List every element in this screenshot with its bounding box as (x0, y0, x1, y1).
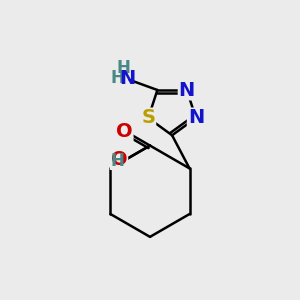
Text: O: O (116, 122, 133, 141)
Text: H: H (111, 70, 125, 88)
Text: S: S (141, 109, 155, 128)
Text: N: N (179, 80, 195, 100)
Text: H: H (117, 58, 131, 76)
Text: N: N (119, 69, 136, 88)
Text: H: H (110, 152, 124, 170)
Text: O: O (111, 150, 127, 169)
Text: N: N (188, 109, 204, 128)
